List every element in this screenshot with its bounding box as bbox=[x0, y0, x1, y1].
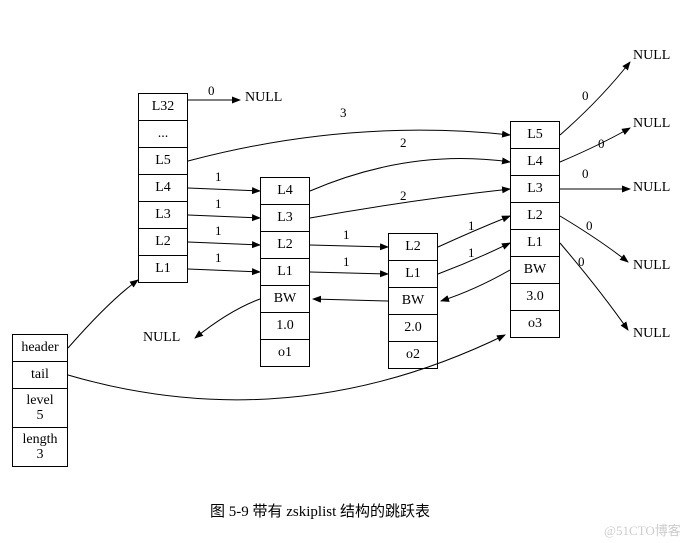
w-n3-L3: 0 bbox=[582, 166, 589, 182]
w-n3-L4: 0 bbox=[598, 136, 605, 152]
hdr-L32: L32 bbox=[138, 93, 188, 121]
zsk-level-label: level bbox=[26, 393, 53, 408]
w-n1-L1: 1 bbox=[343, 254, 350, 270]
null-hdr-top: NULL bbox=[245, 90, 282, 106]
watermark: @51CTO博客 bbox=[604, 520, 681, 539]
n3-score: 3.0 bbox=[510, 283, 560, 311]
null-bw: NULL bbox=[143, 330, 180, 346]
arrows-svg bbox=[0, 0, 699, 543]
null-r4: NULL bbox=[633, 258, 670, 274]
w-n2-L1: 1 bbox=[468, 245, 475, 261]
w-n1-L4: 2 bbox=[400, 135, 407, 151]
w-n2-L2: 1 bbox=[468, 218, 475, 234]
w-h-L5: 3 bbox=[340, 105, 347, 121]
n1-BW: BW bbox=[260, 285, 310, 313]
w-h-L1: 1 bbox=[215, 250, 222, 266]
n2-obj: o2 bbox=[388, 341, 438, 369]
n1-L4: L4 bbox=[260, 177, 310, 205]
null-r2: NULL bbox=[633, 116, 670, 132]
n3-BW: BW bbox=[510, 256, 560, 284]
w-h-L3: 1 bbox=[215, 196, 222, 212]
n2-score: 2.0 bbox=[388, 314, 438, 342]
hdr-ellipsis: ... bbox=[138, 120, 188, 148]
null-r5: NULL bbox=[633, 326, 670, 342]
n2-BW: BW bbox=[388, 287, 438, 315]
n1-L1: L1 bbox=[260, 258, 310, 286]
hdr-L2: L2 bbox=[138, 228, 188, 256]
diagram-canvas: header tail level 5 length 3 L32 ... L5 … bbox=[0, 0, 699, 543]
n3-obj: o3 bbox=[510, 310, 560, 338]
zsk-level-value: 5 bbox=[37, 408, 44, 423]
hdr-L1: L1 bbox=[138, 255, 188, 283]
n1-score: 1.0 bbox=[260, 312, 310, 340]
n3-L4: L4 bbox=[510, 148, 560, 176]
zsk-length: length 3 bbox=[12, 427, 68, 467]
n3-L3: L3 bbox=[510, 175, 560, 203]
n2-L1: L1 bbox=[388, 260, 438, 288]
w-h-L4: 1 bbox=[215, 169, 222, 185]
n1-obj: o1 bbox=[260, 339, 310, 367]
zsk-length-value: 3 bbox=[37, 447, 44, 462]
zsk-header: header bbox=[12, 334, 68, 362]
null-r3: NULL bbox=[633, 180, 670, 196]
w-h-top: 0 bbox=[208, 83, 215, 99]
hdr-L3: L3 bbox=[138, 201, 188, 229]
w-n1-L2: 1 bbox=[343, 227, 350, 243]
figure-caption: 图 5-9 带有 zskiplist 结构的跳跃表 bbox=[210, 500, 430, 521]
w-n3-L1: 0 bbox=[578, 254, 585, 270]
n3-L5: L5 bbox=[510, 121, 560, 149]
n3-L2: L2 bbox=[510, 202, 560, 230]
zsk-level: level 5 bbox=[12, 388, 68, 428]
n1-L2: L2 bbox=[260, 231, 310, 259]
w-n1-L3: 2 bbox=[400, 188, 407, 204]
w-n3-L2: 0 bbox=[586, 218, 593, 234]
w-n3-L5: 0 bbox=[582, 88, 589, 104]
hdr-L5: L5 bbox=[138, 147, 188, 175]
n1-L3: L3 bbox=[260, 204, 310, 232]
zsk-length-label: length bbox=[23, 432, 58, 447]
null-r1: NULL bbox=[633, 48, 670, 64]
n2-L2: L2 bbox=[388, 233, 438, 261]
w-h-L2: 1 bbox=[215, 223, 222, 239]
zsk-tail: tail bbox=[12, 361, 68, 389]
hdr-L4: L4 bbox=[138, 174, 188, 202]
n3-L1: L1 bbox=[510, 229, 560, 257]
